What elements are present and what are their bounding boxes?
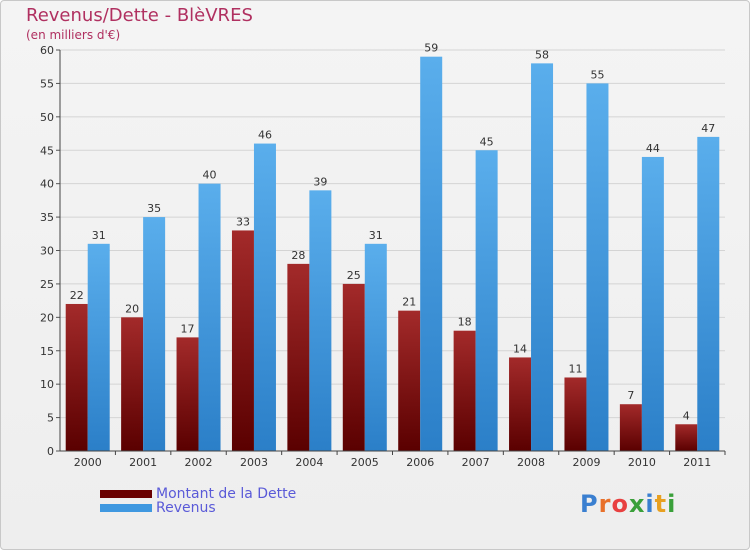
dette-bar	[65, 303, 88, 451]
y-tick-label: 45	[40, 144, 54, 157]
data-label: 14	[513, 342, 527, 355]
data-label: 45	[480, 135, 494, 148]
y-tick-label: 60	[40, 44, 54, 57]
x-tick-label: 2003	[240, 456, 268, 469]
data-label: 18	[458, 316, 472, 329]
revenus-bar	[586, 83, 609, 452]
y-tick-label: 30	[40, 245, 54, 258]
chart-subtitle: (en milliers d'€)	[26, 28, 121, 42]
proxiti-logo: Proxiti	[580, 490, 676, 518]
legend-label-dette: Montant de la Dette	[156, 486, 297, 502]
data-label: 59	[424, 42, 438, 55]
dette-bar	[287, 263, 310, 451]
axis-layer: 0 5 10 15 20 25 30 35 40 45 50 55 60 2000 2001 2002 2003…	[40, 44, 726, 469]
logo-letter: x	[628, 490, 646, 518]
bars-layer	[65, 56, 720, 452]
legend-label-revenus: Revenus	[156, 500, 216, 516]
data-label: 17	[181, 322, 195, 335]
x-tick-label: 2011	[683, 456, 711, 469]
y-tick-label: 15	[40, 345, 54, 358]
y-tick-label: 40	[40, 178, 54, 191]
dette-bar	[509, 357, 532, 451]
x-tick-label: 2001	[129, 456, 157, 469]
data-label: 31	[369, 229, 383, 242]
legend-item-revenus: Revenus	[100, 500, 216, 516]
revenus-bar	[475, 150, 498, 451]
revenus-bar	[198, 183, 221, 451]
logo-letter: i	[667, 490, 677, 518]
data-label: 11	[568, 362, 582, 375]
legend-swatch-dette	[100, 490, 152, 498]
revenus-bar	[531, 63, 554, 451]
data-label: 22	[70, 289, 84, 302]
data-label: 21	[402, 296, 416, 309]
y-tick-label: 0	[47, 445, 54, 458]
labels-layer: 22 31 20 35 17 40 33 46 28 39 25 31 21 59 18 45 14 58 11 55…	[70, 42, 716, 423]
dette-bar	[398, 310, 421, 451]
revenus-bar	[697, 136, 720, 451]
revenus-bar	[253, 143, 276, 452]
x-tick-label: 2008	[517, 456, 545, 469]
y-tick-label: 25	[40, 278, 54, 291]
data-label: 20	[125, 302, 139, 315]
data-label: 58	[535, 48, 549, 61]
data-label: 31	[92, 229, 106, 242]
x-tick-label: 2005	[351, 456, 379, 469]
dette-bar	[231, 230, 254, 451]
logo-letter: P	[580, 490, 599, 518]
data-label: 25	[347, 269, 361, 282]
chart-title: Revenus/Dette - BlèVRES	[26, 5, 253, 26]
data-label: 4	[683, 409, 690, 422]
logo-letter: i	[645, 490, 655, 518]
revenus-bar	[143, 217, 166, 451]
x-tick-label: 2010	[628, 456, 656, 469]
logo-letter: t	[654, 490, 668, 518]
revenus-bar	[364, 243, 387, 451]
revenus-bar	[87, 243, 110, 451]
x-tick-label: 2009	[572, 456, 600, 469]
x-tick-label: 2004	[295, 456, 323, 469]
legend-item-dette: Montant de la Dette	[100, 486, 296, 502]
x-tick-label: 2002	[185, 456, 213, 469]
dette-bar	[121, 317, 144, 451]
x-tick-label: 2006	[406, 456, 434, 469]
data-label: 44	[646, 142, 660, 155]
dette-bar	[675, 424, 698, 451]
data-label: 28	[291, 249, 305, 262]
logo-letter: r	[598, 490, 612, 518]
y-tick-label: 5	[47, 412, 54, 425]
logo-letter: o	[611, 490, 629, 518]
dette-bar	[342, 283, 365, 451]
dette-bar	[564, 377, 587, 451]
dette-bar	[619, 404, 642, 451]
grid-layer	[60, 49, 725, 419]
data-label: 39	[313, 175, 327, 188]
data-label: 47	[701, 122, 715, 135]
y-tick-label: 35	[40, 211, 54, 224]
revenus-bar	[420, 56, 443, 451]
data-label: 7	[627, 389, 634, 402]
data-label: 40	[203, 169, 217, 182]
y-tick-label: 10	[40, 378, 54, 391]
y-tick-label: 20	[40, 311, 54, 324]
data-label: 55	[590, 68, 604, 81]
legend-swatch-revenus	[100, 504, 152, 512]
data-label: 46	[258, 129, 272, 142]
dette-bar	[453, 330, 476, 451]
dette-bar	[176, 337, 199, 451]
revenus-bar	[309, 190, 332, 451]
x-tick-label: 2000	[74, 456, 102, 469]
y-tick-label: 50	[40, 111, 54, 124]
y-tick-label: 55	[40, 77, 54, 90]
x-tick-label: 2007	[462, 456, 490, 469]
data-label: 35	[147, 202, 161, 215]
data-label: 33	[236, 215, 250, 228]
revenus-bar	[641, 156, 664, 451]
